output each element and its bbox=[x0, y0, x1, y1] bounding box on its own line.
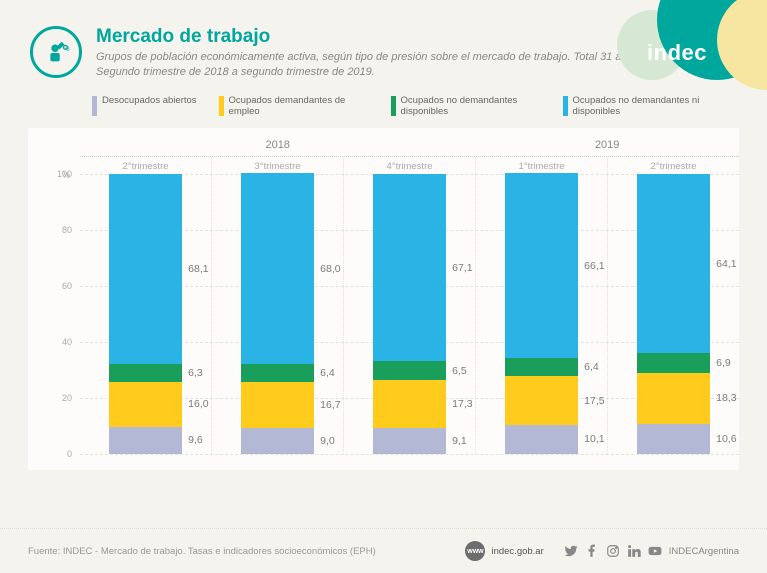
chart-column: 9,616,06,368,1 bbox=[80, 174, 212, 454]
legend-label: Ocupados demandantes de empleo bbox=[229, 96, 369, 118]
bar-value-label: 9,0 bbox=[320, 435, 335, 447]
bar-value-label: 6,3 bbox=[188, 367, 203, 379]
y-tick-label: 0 bbox=[67, 449, 72, 459]
bar-segment-desocupados: 10,1 bbox=[505, 425, 578, 453]
header-icon: $ bbox=[30, 26, 82, 78]
year-label: 2019 bbox=[475, 134, 739, 156]
legend-swatch bbox=[219, 96, 224, 116]
legend-label: Desocupados abiertos bbox=[102, 96, 197, 107]
linkedin-icon[interactable] bbox=[627, 544, 641, 558]
instagram-icon[interactable] bbox=[606, 544, 620, 558]
twitter-icon[interactable] bbox=[564, 544, 578, 558]
legend-item: Desocupados abiertos bbox=[92, 96, 197, 116]
bar-segment-desocupados: 9,6 bbox=[109, 427, 182, 454]
bar-segment-demandantes: 16,7 bbox=[241, 382, 314, 429]
quarter-label: 2°trimestre bbox=[80, 157, 212, 174]
stacked-bar: 10,117,56,466,1 bbox=[505, 173, 578, 453]
bar-value-label: 16,0 bbox=[188, 398, 208, 410]
bar-value-label: 6,5 bbox=[452, 365, 467, 377]
chart-column: 10,117,56,466,1 bbox=[476, 174, 608, 454]
bar-segment-no_dem_disp: 6,4 bbox=[505, 358, 578, 376]
bar-segment-no_dem_ni_disp: 68,1 bbox=[109, 174, 182, 365]
bar-segment-demandantes: 18,3 bbox=[637, 373, 710, 424]
bar-segment-demandantes: 17,5 bbox=[505, 376, 578, 425]
legend-swatch bbox=[391, 96, 396, 116]
quarter-label: 4°trimestre bbox=[344, 157, 476, 174]
year-header-row: 20182019 bbox=[80, 134, 739, 157]
bar-value-label: 10,6 bbox=[716, 433, 736, 445]
quarter-label: 1°trimestre bbox=[476, 157, 608, 174]
footer: Fuente: INDEC - Mercado de trabajo. Tasa… bbox=[0, 528, 767, 573]
bar-value-label: 66,1 bbox=[584, 260, 604, 272]
legend-swatch bbox=[92, 96, 97, 116]
legend-swatch bbox=[563, 96, 568, 116]
y-tick-label: 40 bbox=[62, 337, 72, 347]
bar-value-label: 9,6 bbox=[188, 434, 203, 446]
y-tick-label: 60 bbox=[62, 281, 72, 291]
bar-value-label: 64,1 bbox=[716, 258, 736, 270]
bar-value-label: 17,3 bbox=[452, 398, 472, 410]
bar-segment-no_dem_ni_disp: 67,1 bbox=[373, 174, 446, 362]
bar-segment-no_dem_ni_disp: 68,0 bbox=[241, 173, 314, 363]
bar-segment-desocupados: 9,1 bbox=[373, 428, 446, 453]
bar-segment-no_dem_ni_disp: 64,1 bbox=[637, 174, 710, 353]
brand-logo: indec bbox=[647, 40, 707, 66]
chart-column: 10,618,36,964,1 bbox=[608, 174, 739, 454]
bar-segment-no_dem_disp: 6,3 bbox=[109, 364, 182, 382]
bar-value-label: 68,1 bbox=[188, 263, 208, 275]
bar-segment-desocupados: 9,0 bbox=[241, 428, 314, 453]
bar-segment-demandantes: 16,0 bbox=[109, 382, 182, 427]
quarter-header-row: 2°trimestre3°trimestre4°trimestre1°trime… bbox=[80, 157, 739, 174]
bar-value-label: 18,3 bbox=[716, 392, 736, 404]
bar-segment-no_dem_ni_disp: 66,1 bbox=[505, 173, 578, 358]
footer-url-text: indec.gob.ar bbox=[491, 546, 543, 557]
bar-value-label: 67,1 bbox=[452, 262, 472, 274]
bar-segment-demandantes: 17,3 bbox=[373, 380, 446, 428]
bar-value-label: 68,0 bbox=[320, 263, 340, 275]
stacked-bar: 9,117,36,567,1 bbox=[373, 174, 446, 454]
y-tick-label: 20 bbox=[62, 393, 72, 403]
bar-segment-desocupados: 10,6 bbox=[637, 424, 710, 454]
stacked-bar: 9,016,76,468,0 bbox=[241, 173, 314, 453]
footer-source: Fuente: INDEC - Mercado de trabajo. Tasa… bbox=[28, 546, 445, 557]
bar-value-label: 6,4 bbox=[320, 367, 335, 379]
bar-value-label: 6,4 bbox=[584, 361, 599, 373]
y-tick-label: 80 bbox=[62, 225, 72, 235]
footer-url[interactable]: www indec.gob.ar bbox=[465, 541, 543, 561]
quarter-label: 2°trimestre bbox=[608, 157, 739, 174]
bar-value-label: 17,5 bbox=[584, 395, 604, 407]
bar-segment-no_dem_disp: 6,9 bbox=[637, 353, 710, 372]
chart-container: 20182019 2°trimestre3°trimestre4°trimest… bbox=[28, 128, 739, 470]
youtube-icon[interactable] bbox=[648, 544, 662, 558]
svg-text:$: $ bbox=[66, 47, 70, 53]
bar-value-label: 10,1 bbox=[584, 433, 604, 445]
legend-item: Ocupados no demandantes disponibles bbox=[391, 96, 541, 118]
stacked-bar: 10,618,36,964,1 bbox=[637, 174, 710, 454]
legend-label: Ocupados no demandantes disponibles bbox=[401, 96, 541, 118]
facebook-icon[interactable] bbox=[585, 544, 599, 558]
bar-value-label: 16,7 bbox=[320, 399, 340, 411]
bar-value-label: 9,1 bbox=[452, 435, 467, 447]
www-icon: www bbox=[465, 541, 485, 561]
chart-column: 9,016,76,468,0 bbox=[212, 174, 344, 454]
chart-plot-area: 0204060801009,616,06,368,19,016,76,468,0… bbox=[80, 174, 739, 454]
quarter-label: 3°trimestre bbox=[212, 157, 344, 174]
y-tick-label: 100 bbox=[57, 169, 72, 179]
gridline bbox=[80, 454, 739, 455]
footer-social: INDECArgentina bbox=[564, 544, 739, 558]
social-handle: INDECArgentina bbox=[669, 546, 739, 557]
legend-item: Ocupados demandantes de empleo bbox=[219, 96, 369, 118]
chart-column: 9,117,36,567,1 bbox=[344, 174, 476, 454]
year-label: 2018 bbox=[80, 134, 475, 156]
bar-value-label: 6,9 bbox=[716, 357, 731, 369]
stacked-bar: 9,616,06,368,1 bbox=[109, 174, 182, 454]
bar-segment-no_dem_disp: 6,4 bbox=[241, 364, 314, 382]
bar-segment-no_dem_disp: 6,5 bbox=[373, 361, 446, 379]
